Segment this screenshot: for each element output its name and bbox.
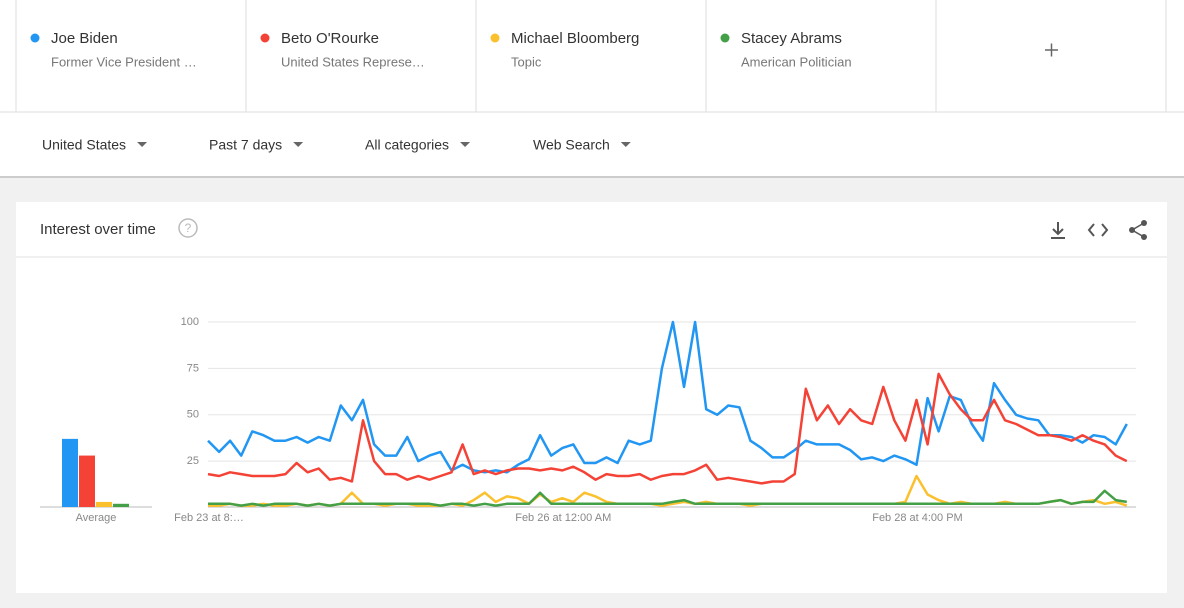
series-line <box>208 489 1128 507</box>
x-tick-label: Feb 26 at 12:00 AM <box>515 512 611 524</box>
header <box>0 0 1184 176</box>
y-tick-label: 100 <box>181 316 199 328</box>
dropdown-caret <box>137 142 148 147</box>
embed-icon[interactable] <box>1087 223 1109 237</box>
bar-label: Average <box>76 512 117 524</box>
dropdown-caret <box>293 142 304 147</box>
term-name[interactable]: Beto O'Rourke <box>281 30 379 47</box>
term-dot <box>720 33 730 43</box>
average-bar <box>113 503 129 507</box>
x-tick-label: Feb 23 at 8:… <box>174 512 244 524</box>
term-subtitle: Former Vice President … <box>51 54 197 69</box>
term-name[interactable]: Michael Bloomberg <box>511 30 639 47</box>
term-dot <box>260 33 270 43</box>
card-title: Interest over time <box>40 221 156 238</box>
dropdown-caret <box>620 142 631 147</box>
term-dot <box>30 33 40 43</box>
filter[interactable]: Past 7 days <box>209 137 282 153</box>
average-bar <box>62 438 78 507</box>
y-tick-label: 25 <box>187 455 199 467</box>
add-term[interactable] <box>1045 43 1058 57</box>
term-name[interactable]: Joe Biden <box>51 30 118 47</box>
term-subtitle: American Politician <box>741 54 852 69</box>
filter[interactable]: Web Search <box>533 137 610 153</box>
term-dividers <box>15 0 1167 112</box>
term-name[interactable]: Stacey Abrams <box>741 30 842 47</box>
svg-text:?: ? <box>185 221 192 235</box>
series-line <box>207 372 1128 485</box>
help-icon[interactable]: ? <box>178 218 198 238</box>
x-tick-label: Feb 28 at 4:00 PM <box>872 512 963 524</box>
y-tick-label: 75 <box>187 362 199 374</box>
term-dot <box>490 33 500 43</box>
y-tick-label: 50 <box>187 409 199 421</box>
average-bar <box>79 455 95 507</box>
dropdown-caret <box>460 142 471 147</box>
filter[interactable]: United States <box>42 137 126 153</box>
filter[interactable]: All categories <box>365 137 449 153</box>
term-subtitle: United States Represe… <box>281 54 425 69</box>
share-icon[interactable] <box>1129 220 1147 240</box>
average-bar <box>96 501 112 507</box>
series-line <box>207 320 1128 474</box>
download-icon[interactable] <box>1051 222 1065 239</box>
term-subtitle: Topic <box>511 54 542 69</box>
card <box>16 202 1167 593</box>
